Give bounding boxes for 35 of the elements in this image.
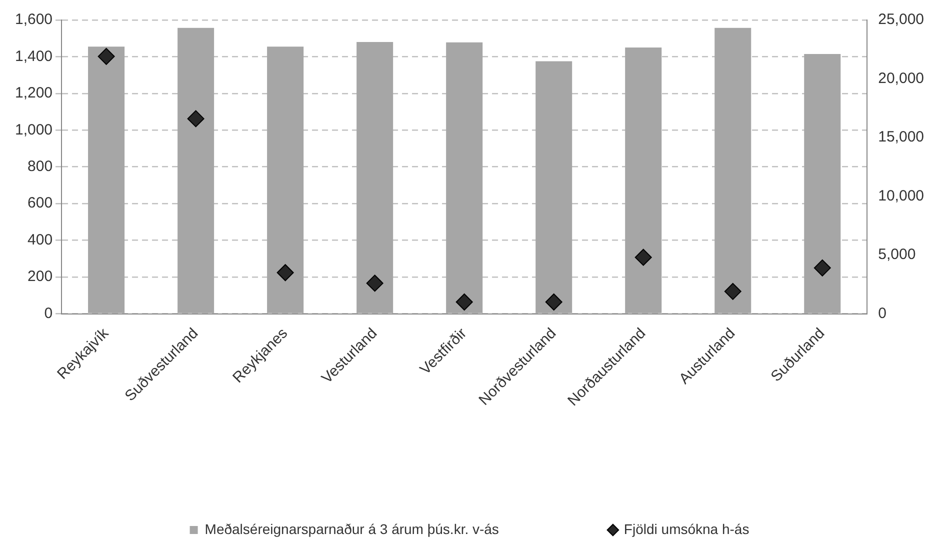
y-tick-label: 0 [44,304,53,322]
point [187,110,204,128]
point [98,48,115,65]
point [545,294,562,310]
point [456,294,473,310]
y-tick-label: 600 [28,194,53,212]
y2-tick-label: 20,000 [878,70,924,87]
bar [625,48,662,314]
bar [267,46,304,314]
point [724,282,742,300]
y-tick-label: 200 [28,268,53,286]
point [634,248,652,266]
bar [714,28,752,314]
y2-tick-label: 25,000 [878,11,924,28]
y-tick-label: 1,200 [14,84,53,102]
bar [356,42,394,314]
y-tick-label: 1,400 [14,48,53,65]
y-tick-label: 1,600 [14,11,53,28]
y2-tick-label: 5,000 [878,246,916,264]
y-tick-label: 800 [28,158,53,176]
y2-tick-label: 15,000 [878,128,924,146]
bar [536,61,572,314]
bar [446,42,483,314]
y-tick-label: 400 [28,231,53,248]
bar [804,54,841,314]
y-tick-label: 1,000 [14,121,53,138]
legend-label: Fjöldi umsókna h-ás [624,520,750,537]
point [814,259,831,276]
y2-tick-label: 0 [878,304,886,322]
point [366,274,384,292]
bar [88,46,125,314]
y2-tick-label: 10,000 [878,187,924,204]
point [276,264,294,282]
legend-label: Meðalséreignarsparnaður á 3 árum þús.kr. v-ás [204,520,499,537]
bar [178,28,214,314]
